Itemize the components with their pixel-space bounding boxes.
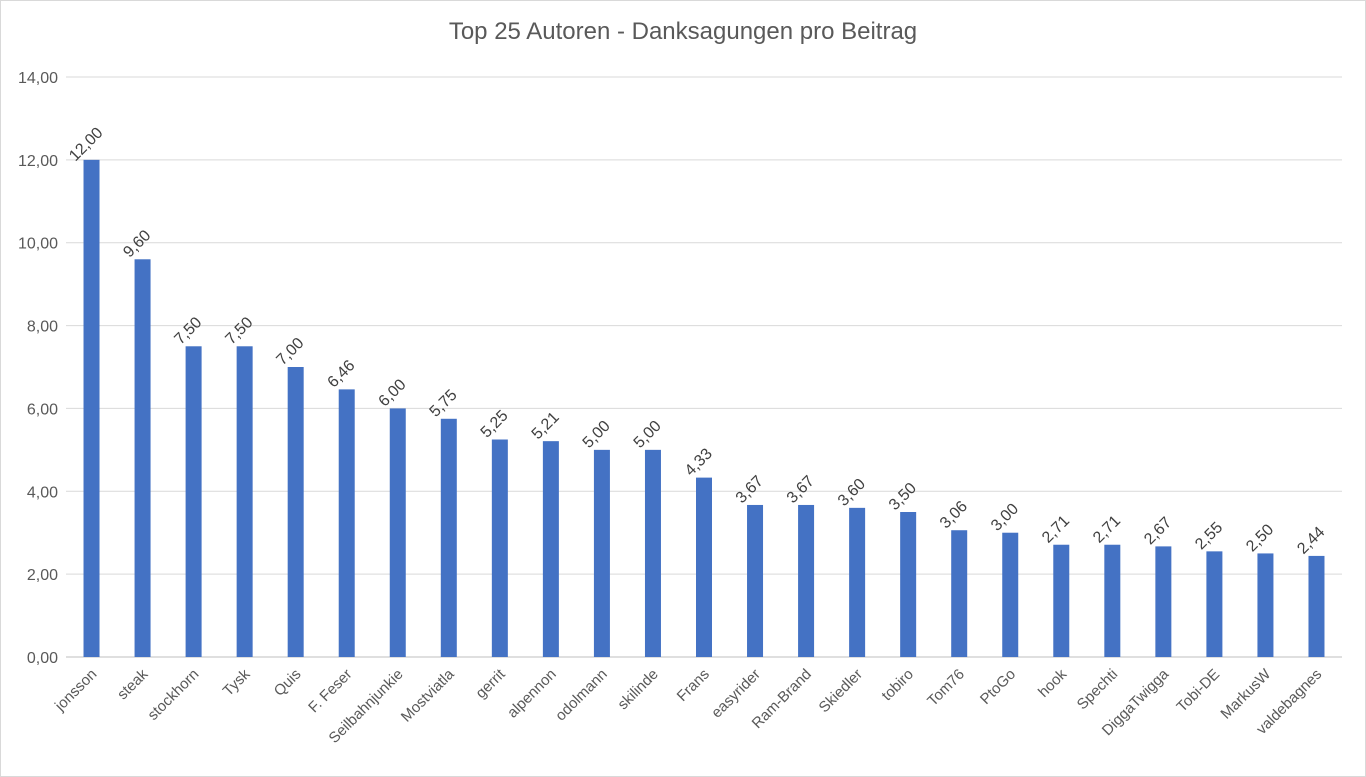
x-tick-label: odolmann bbox=[552, 666, 611, 725]
bars bbox=[83, 159, 1325, 657]
bar bbox=[338, 389, 355, 657]
bar bbox=[1155, 546, 1172, 657]
bar bbox=[1104, 544, 1121, 657]
data-label: 3,00 bbox=[988, 500, 1022, 534]
x-tick-label: Spechti bbox=[1074, 666, 1121, 713]
bar bbox=[1002, 532, 1019, 657]
bar bbox=[1053, 544, 1070, 657]
x-tick-label: Tobi-DE bbox=[1173, 666, 1223, 716]
data-label: 12,00 bbox=[66, 124, 106, 164]
data-label: 5,21 bbox=[529, 409, 563, 443]
data-label: 5,00 bbox=[631, 418, 665, 452]
x-tick-label: PtoGo bbox=[977, 666, 1019, 708]
x-tick-label: tobiro bbox=[878, 666, 917, 705]
bar bbox=[696, 477, 712, 657]
x-tick-label: skilinde bbox=[614, 666, 661, 713]
data-label: 4,33 bbox=[682, 445, 716, 479]
y-tick-label: 10,00 bbox=[18, 236, 58, 253]
data-label: 7,50 bbox=[171, 314, 205, 348]
bar bbox=[798, 504, 815, 657]
x-tick-label: Tom76 bbox=[924, 666, 968, 710]
x-tick-label: alpennon bbox=[504, 666, 560, 722]
bar bbox=[440, 418, 457, 657]
data-label: 2,71 bbox=[1039, 512, 1073, 546]
bar bbox=[747, 504, 764, 657]
data-label: 3,50 bbox=[886, 480, 920, 514]
y-tick-label: 0,00 bbox=[27, 650, 58, 667]
bar bbox=[491, 439, 508, 657]
data-label: 3,67 bbox=[784, 473, 818, 507]
chart-title: Top 25 Autoren - Danksagungen pro Beitra… bbox=[448, 18, 918, 45]
data-label: 5,25 bbox=[478, 407, 512, 441]
x-tick-label: Mostviatla bbox=[398, 665, 458, 725]
bar bbox=[644, 449, 661, 657]
data-label: 3,60 bbox=[835, 476, 869, 510]
y-tick-label: 12,00 bbox=[18, 153, 58, 170]
y-tick-label: 6,00 bbox=[27, 401, 58, 418]
bar bbox=[185, 346, 202, 657]
data-label: 2,67 bbox=[1141, 514, 1175, 548]
data-label: 5,75 bbox=[427, 387, 461, 421]
y-axis: 0,00 2,00 4,00 6,00 8,00 10,00 12,00 14,00 bbox=[18, 70, 58, 667]
data-label: 3,67 bbox=[733, 473, 767, 507]
data-label: 2,44 bbox=[1294, 524, 1328, 558]
bar bbox=[1206, 551, 1223, 657]
bar bbox=[593, 449, 610, 657]
data-label: 2,71 bbox=[1090, 512, 1124, 546]
x-tick-label: Quis bbox=[271, 666, 305, 700]
x-tick-label: hook bbox=[1035, 665, 1070, 700]
y-tick-label: 14,00 bbox=[18, 70, 58, 87]
x-tick-label: jonsson bbox=[51, 666, 100, 715]
bar bbox=[236, 346, 253, 657]
bar bbox=[83, 159, 100, 657]
x-tick-label: F. Feser bbox=[305, 666, 355, 716]
data-label: 2,50 bbox=[1243, 521, 1277, 555]
x-tick-label: stockhorn bbox=[144, 666, 202, 724]
x-tick-label: Tysk bbox=[220, 665, 254, 699]
bar bbox=[951, 530, 968, 657]
bar bbox=[389, 408, 406, 657]
bar bbox=[287, 367, 304, 657]
bar bbox=[900, 512, 917, 657]
y-tick-label: 2,00 bbox=[27, 567, 58, 584]
bar bbox=[1308, 555, 1325, 657]
x-tick-label: Frans bbox=[674, 666, 713, 705]
x-tick-label: gerrit bbox=[472, 665, 509, 702]
data-label: 9,60 bbox=[120, 227, 154, 261]
data-label: 7,50 bbox=[222, 314, 256, 348]
bar bbox=[134, 259, 151, 657]
data-label: 3,06 bbox=[937, 498, 971, 532]
bar bbox=[542, 441, 559, 657]
bar bbox=[849, 507, 866, 657]
data-label: 2,55 bbox=[1192, 519, 1226, 553]
data-label: 7,00 bbox=[273, 335, 307, 369]
y-tick-label: 8,00 bbox=[27, 319, 58, 336]
x-tick-label: Skiedler bbox=[816, 666, 866, 716]
data-label: 6,00 bbox=[376, 376, 410, 410]
bar bbox=[1257, 553, 1274, 657]
data-label: 6,46 bbox=[325, 357, 359, 391]
x-tick-label: steak bbox=[114, 665, 152, 703]
data-label: 5,00 bbox=[580, 418, 614, 452]
y-tick-label: 4,00 bbox=[27, 484, 58, 501]
